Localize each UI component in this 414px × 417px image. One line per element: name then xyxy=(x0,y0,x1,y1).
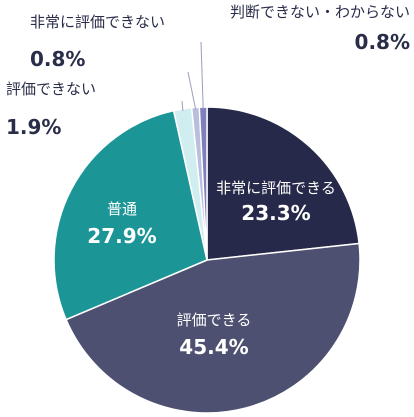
pie-slice-normal xyxy=(53,109,208,321)
pie-slices xyxy=(53,106,361,414)
slice-value-good: 45.4% xyxy=(179,335,248,359)
leader-lines xyxy=(181,41,204,111)
pie-slice-good xyxy=(65,242,361,414)
slice-value-not-good: 1.9% xyxy=(6,115,61,139)
slice-value-unknown: 0.8% xyxy=(355,30,410,54)
leader-line-unknown xyxy=(200,41,204,110)
slice-value-normal: 27.9% xyxy=(87,224,156,248)
leader-line-not-good xyxy=(181,100,184,111)
pie-slice-very-good xyxy=(206,106,360,261)
slice-label-very-not-good: 非常に評価できない xyxy=(30,13,165,31)
slice-value-very-good: 23.3% xyxy=(241,201,310,225)
slice-label-unknown: 判断できない・わからない xyxy=(230,3,410,21)
slice-label-normal: 普通 xyxy=(107,200,137,218)
slice-value-very-not-good: 0.8% xyxy=(30,47,85,71)
leader-line-very-not-good xyxy=(187,71,197,110)
slice-labels: 非常に評価できる 23.3% 評価できる 45.4% 普通 27.9% 評価でき… xyxy=(6,3,410,359)
slice-label-not-good: 評価できない xyxy=(6,80,96,98)
slice-label-good: 評価できる xyxy=(177,311,252,329)
slice-label-very-good: 非常に評価できる xyxy=(216,179,336,197)
